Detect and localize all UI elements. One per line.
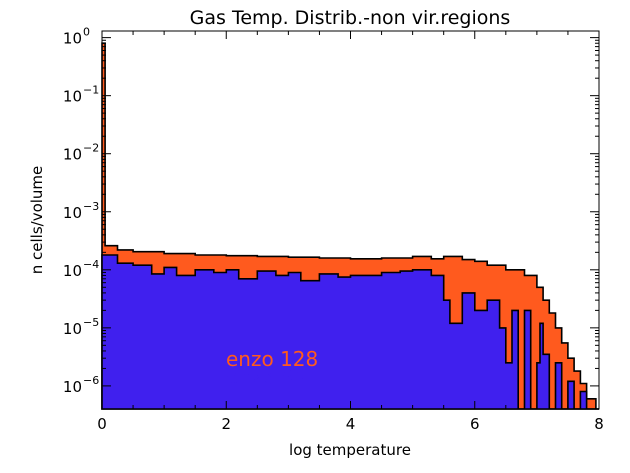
chart-title: Gas Temp. Distrib.-non vir.regions [190,7,511,29]
x-tick-label: 2 [221,415,231,433]
y-tick-exponent: −3 [83,200,99,213]
x-axis-label: log temperature [289,441,411,459]
y-tick-label: 10 [63,204,82,222]
y-tick-label: 10 [63,146,82,164]
series-layer [101,42,599,410]
y-tick-exponent: 0 [83,26,90,39]
legend-enzo-64: enzo 64 [226,365,306,389]
y-tick-label: 10 [63,378,82,396]
x-tick-label: 8 [594,415,604,433]
x-tick-label: 6 [470,415,480,433]
x-tick-label: 4 [346,415,356,433]
y-tick-label: 10 [63,320,82,338]
y-axis-label: n cells/volume [28,166,46,275]
y-tick-exponent: −5 [83,316,99,329]
legend-enzo-128: enzo 128 [226,347,318,371]
y-tick-label: 10 [63,88,82,106]
y-tick-exponent: −1 [83,84,99,97]
y-tick-exponent: −2 [83,142,99,155]
y-tick-exponent: −4 [83,258,99,271]
y-tick-exponent: −6 [83,374,99,387]
series-enzo-64-area [101,254,599,410]
y-tick-label: 10 [63,30,82,48]
y-tick-label: 10 [63,262,82,280]
x-tick-label: 0 [97,415,107,433]
